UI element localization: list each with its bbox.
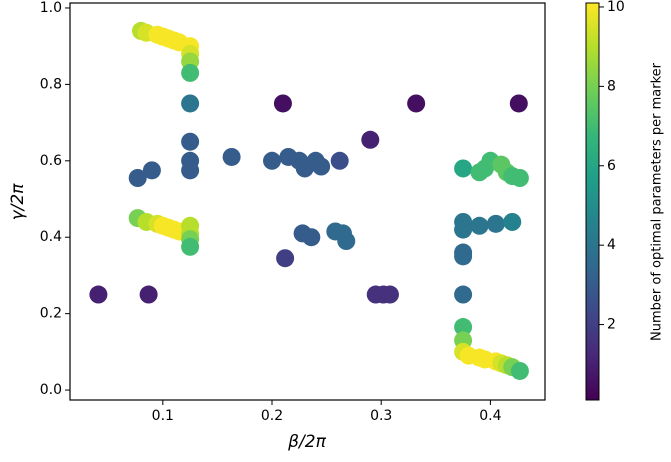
scatter-point [454,159,473,178]
scatter-point [454,285,473,304]
scatter-point [510,169,529,188]
scatter-point [302,228,321,247]
scatter-point [330,151,349,170]
scatter-point [454,247,473,266]
x-tick-label: 0.1 [152,408,174,424]
scatter-point [361,130,380,149]
scatter-point [509,94,528,113]
colorbar-label: Number of optimal parameters per marker [650,62,665,341]
x-tick-label: 0.2 [261,408,283,424]
scatter-point [486,214,505,233]
scatter-point [337,232,356,251]
y-tick-label: 0.4 [40,229,62,245]
scatter-point [312,157,331,176]
scatter-point [128,169,147,188]
y-axis-label: γ/2π [8,183,28,221]
x-axis-label: β/2π [287,432,326,452]
colorbar-tick-label: 2 [607,317,616,333]
scatter-point [454,220,473,239]
y-tick-label: 0.6 [40,153,62,169]
x-tick-label: 0.4 [479,408,501,424]
colorbar-tick-label: 4 [607,237,616,253]
scatter-point [503,212,522,231]
colorbar [585,2,600,401]
scatter-point [181,237,200,256]
y-tick-label: 1.0 [40,0,62,16]
scatter-point [181,94,200,113]
scatter-point [510,361,529,380]
scatter-point [273,94,292,113]
scatter-point [380,285,399,304]
scatter-point [454,318,473,337]
scatter-point [263,151,282,170]
scatter-point [139,285,158,304]
scatter-point [222,147,241,166]
colorbar-tick-label: 10 [607,0,625,15]
x-tick-label: 0.3 [370,408,392,424]
scatter-point [407,94,426,113]
scatter-point [276,249,295,268]
y-tick-label: 0.2 [40,306,62,322]
colorbar-tick-label: 8 [607,78,616,94]
plot-frame [69,2,546,401]
scatter-point [181,63,200,82]
colorbar-tick-label: 6 [607,158,616,174]
scatter-point [142,161,161,180]
y-tick-label: 0.0 [40,382,62,398]
y-tick-label: 0.8 [40,76,62,92]
scatter-point [181,161,200,180]
scatter-point [181,132,200,151]
scatter-point [89,285,108,304]
scatter-point [470,216,489,235]
